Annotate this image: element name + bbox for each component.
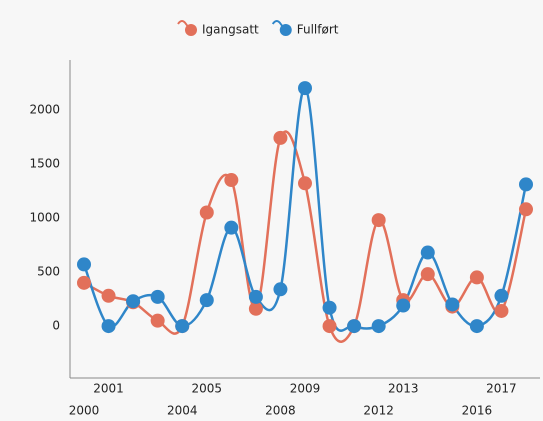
point: [77, 257, 91, 272]
legend-marker: [279, 24, 292, 36]
point: [519, 202, 533, 217]
point: [469, 270, 484, 285]
point: [126, 294, 141, 309]
point: [150, 313, 165, 328]
point: [101, 319, 116, 334]
legend-label: Igangsatt: [202, 23, 259, 37]
point: [298, 176, 312, 191]
point: [371, 319, 386, 334]
x-tick-label: 2012: [363, 404, 394, 418]
point: [273, 130, 288, 145]
point: [273, 282, 288, 297]
point: [199, 205, 214, 220]
point: [248, 301, 263, 316]
x-tick-label: 2013: [388, 382, 419, 396]
point: [101, 288, 116, 303]
y-tick-label: 500: [37, 265, 60, 279]
y-tick-label: 1000: [29, 210, 60, 224]
x-tick-label: 2004: [167, 404, 198, 418]
x-tick-label: 2005: [192, 382, 223, 396]
point: [519, 177, 533, 192]
point: [322, 300, 337, 315]
point: [150, 289, 165, 304]
point: [469, 319, 484, 334]
point: [420, 245, 435, 260]
point: [420, 267, 435, 282]
point: [371, 213, 386, 228]
point: [347, 319, 362, 334]
x-tick-label: 2009: [290, 382, 321, 396]
point: [298, 81, 312, 96]
y-tick-label: 0: [52, 319, 60, 333]
point: [77, 275, 91, 290]
point: [224, 173, 239, 188]
point: [445, 297, 460, 312]
point: [494, 303, 509, 318]
point: [322, 319, 337, 334]
point: [494, 288, 509, 303]
y-tick-label: 2000: [29, 102, 60, 116]
legend-label: Fullført: [297, 23, 339, 37]
point: [248, 289, 263, 304]
x-tick-label: 2016: [462, 404, 493, 418]
x-tick-label: 2008: [265, 404, 296, 418]
point: [175, 319, 190, 334]
point: [199, 293, 214, 308]
point: [396, 298, 411, 313]
legend-marker: [185, 24, 197, 36]
point: [224, 220, 239, 235]
x-tick-label: 2001: [93, 382, 124, 396]
x-tick-label: 2000: [69, 404, 100, 418]
y-tick-label: 1500: [29, 156, 60, 170]
x-tick-label: 2017: [486, 382, 517, 396]
